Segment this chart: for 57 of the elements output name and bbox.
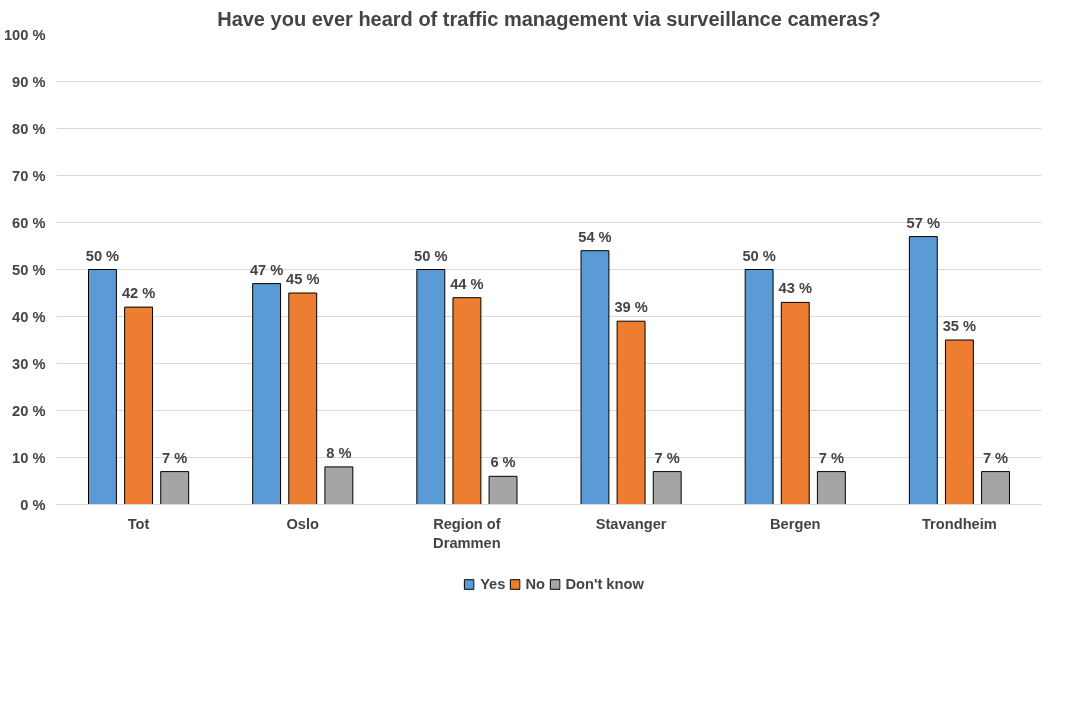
data-label: 7 % [654,449,680,466]
x-tick-label: Stavanger [595,515,667,532]
bar [124,306,154,505]
y-tick-label: 50 % [12,261,46,278]
y-tick-label: 40 % [12,308,46,325]
y-tick-label: 70 % [12,167,46,184]
y-tick-label: 20 % [12,402,46,419]
data-label: 7 % [982,449,1009,466]
bar [944,339,974,505]
data-label: 50 % [85,247,120,264]
data-label: 54 % [578,228,612,245]
data-label: 44 % [450,275,484,292]
y-tick-label: 100 % [3,26,46,43]
legend-label: No [525,576,546,593]
y-tick-label: 30 % [12,355,46,372]
bar [452,297,482,505]
bar [160,471,190,505]
bar [981,471,1010,505]
y-tick-label: 60 % [12,214,46,231]
bar [780,301,810,505]
y-tick-label: 0 % [20,496,46,513]
data-label: 35 % [942,318,977,334]
bar [288,292,318,505]
data-label: 50 % [414,247,448,264]
data-label: 42 % [121,285,156,302]
y-tick-label: 80 % [12,120,46,137]
data-label: 7 % [818,449,844,466]
bar [744,269,774,505]
data-label: 7 % [162,449,188,466]
x-tick-label: Region of Drammen [433,515,501,551]
bar [324,466,354,505]
legend-label: Don't know [565,576,644,593]
data-label: 50 % [742,247,776,264]
data-label: 8 % [326,444,352,461]
bar [416,269,446,505]
data-label: 43 % [778,280,812,297]
chart-title: Have you ever heard of traffic management via surveillance cameras? [217,7,881,30]
y-tick-label: 90 % [12,73,46,90]
bar [816,471,846,505]
bar [652,471,682,505]
bar [616,320,646,505]
bar [252,283,282,505]
bar [488,475,518,505]
data-label: 47 % [249,261,284,278]
x-tick-label: Trondheim [921,515,997,532]
bar [908,236,938,505]
bar [88,269,117,505]
data-label: 6 % [490,454,516,471]
x-tick-label: Tot [127,515,150,532]
legend-label: Yes [480,576,506,593]
bar [580,250,610,505]
x-tick-label: Bergen [770,515,821,532]
data-label: 39 % [614,299,648,316]
y-tick-label: 10 % [12,449,46,466]
x-tick-label: Oslo [286,515,320,532]
data-label: 57 % [906,214,940,231]
data-label: 45 % [286,271,320,287]
